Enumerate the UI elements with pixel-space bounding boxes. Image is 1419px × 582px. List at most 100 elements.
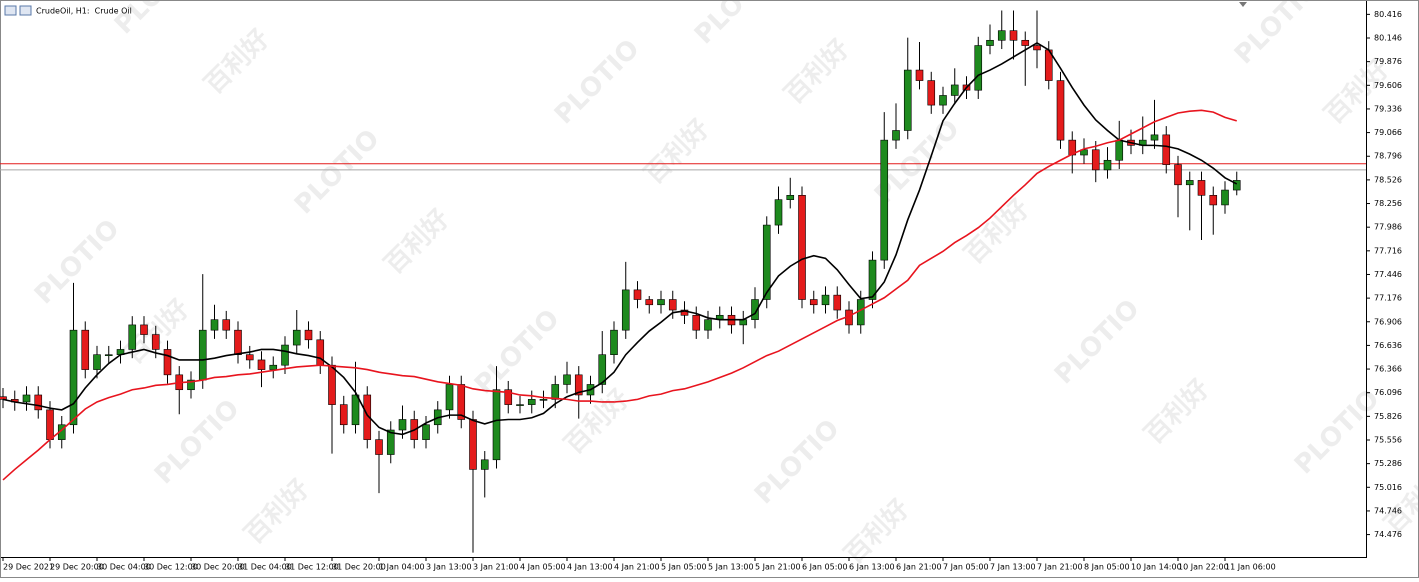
- x-tick-label: 30 Dec 20:00: [191, 563, 245, 572]
- candle-body: [234, 329, 242, 355]
- candle-body: [1221, 189, 1229, 206]
- candle-body: [774, 199, 783, 226]
- candle-body: [680, 309, 689, 316]
- x-tick-label: 29 Dec 2021: [3, 563, 54, 572]
- candle-body: [856, 299, 865, 326]
- candle-body: [1021, 39, 1030, 46]
- candle-body: [1185, 180, 1194, 186]
- candle-body: [304, 329, 313, 341]
- candle-body: [1162, 134, 1171, 165]
- y-tick-label: 77.446: [1374, 270, 1402, 279]
- y-tick-label: 79.876: [1374, 57, 1402, 66]
- candle-body: [457, 384, 466, 420]
- y-tick-label: 78.256: [1374, 199, 1402, 208]
- x-tick-label: 30 Dec 04:00: [97, 563, 151, 572]
- candle-body: [1056, 80, 1065, 141]
- candle-body: [257, 359, 266, 370]
- candle-body: [563, 374, 571, 385]
- y-tick-label: 79.336: [1374, 104, 1402, 113]
- x-tick-label: 10 Jan 22:00: [1178, 563, 1229, 572]
- candle-body: [997, 30, 1006, 41]
- candle-body: [351, 394, 360, 426]
- y-tick-label: 75.016: [1374, 483, 1402, 492]
- y-tick-label: 79.066: [1374, 128, 1402, 137]
- candle-body: [210, 319, 219, 331]
- candle-body: [527, 399, 536, 405]
- candle-body: [46, 409, 54, 440]
- candle-body: [1033, 45, 1041, 51]
- candle-body: [798, 195, 806, 300]
- y-tick-label: 75.286: [1374, 459, 1402, 468]
- x-tick-label: 6 Jan 13:00: [849, 563, 895, 572]
- candle-body: [69, 329, 78, 426]
- candle-body: [151, 334, 160, 350]
- candle-body: [950, 84, 959, 96]
- x-tick-label: 6 Jan 05:00: [802, 563, 848, 572]
- y-tick-label: 79.606: [1374, 81, 1402, 90]
- y-tick-label: 76.096: [1374, 388, 1402, 397]
- x-tick-label: 31 Dec 20:00: [332, 563, 386, 572]
- candle-body: [539, 399, 548, 401]
- candle-body: [187, 379, 195, 391]
- y-tick-label: 77.716: [1374, 246, 1402, 255]
- x-tick-label: 5 Jan 05:00: [661, 563, 707, 572]
- x-tick-label: 1 Jan 04:00: [379, 563, 425, 572]
- candle-body: [974, 45, 983, 91]
- candle-body: [868, 259, 877, 300]
- candle-body: [574, 374, 583, 396]
- moving-average: [2, 41, 1238, 436]
- candle-body: [81, 329, 90, 370]
- candle-body: [809, 299, 818, 306]
- candle-body: [1009, 30, 1018, 41]
- x-tick-label: 4 Jan 05:00: [520, 563, 566, 572]
- x-tick-label: 4 Jan 13:00: [567, 563, 613, 572]
- candle-body: [363, 394, 372, 440]
- x-tick-label: 3 Jan 21:00: [473, 563, 519, 572]
- candle-body: [621, 289, 630, 331]
- candle-body: [880, 139, 889, 261]
- x-tick-label: 11 Jan 06:00: [1225, 563, 1276, 572]
- candle-body: [375, 439, 383, 455]
- y-tick-label: 74.476: [1374, 530, 1402, 539]
- candle-body: [786, 195, 795, 200]
- candle-body: [469, 419, 477, 470]
- candle-body: [316, 339, 325, 366]
- candle-body: [915, 69, 924, 81]
- x-tick-label: 7 Jan 05:00: [943, 563, 989, 572]
- candle-body: [492, 389, 501, 461]
- candle-body: [1115, 139, 1124, 161]
- candle-body: [1103, 159, 1112, 171]
- y-tick-label: 77.986: [1374, 223, 1402, 232]
- candle-body: [692, 314, 701, 331]
- candle-body: [903, 69, 912, 131]
- candle-body: [645, 299, 654, 306]
- icon: [4, 5, 17, 16]
- x-tick-label: 5 Jan 21:00: [755, 563, 801, 572]
- candle-body: [163, 349, 172, 376]
- x-tick-label: 30 Dec 12:00: [144, 563, 198, 572]
- x-tick-label: 3 Jan 13:00: [426, 563, 472, 572]
- candle-body: [1197, 180, 1206, 196]
- candle-body: [281, 344, 289, 366]
- x-tick-label: 31 Dec 04:00: [238, 563, 292, 572]
- shift-marker: [1239, 2, 1247, 7]
- candle-body: [516, 404, 524, 406]
- candle-body: [328, 364, 336, 405]
- candle-body: [1209, 195, 1218, 206]
- y-tick-label: 76.636: [1374, 341, 1402, 350]
- candle-body: [610, 329, 618, 355]
- x-tick-label: 6 Jan 21:00: [896, 563, 942, 572]
- candle-body: [598, 354, 607, 385]
- y-tick-label: 78.796: [1374, 152, 1402, 161]
- candle-body: [1174, 164, 1182, 186]
- candle-body: [504, 389, 513, 405]
- candle-body: [892, 130, 900, 141]
- y-tick-label: 76.906: [1374, 317, 1402, 326]
- candle-body: [269, 364, 278, 370]
- candle-body: [292, 329, 301, 346]
- y-tick-label: 80.416: [1374, 10, 1402, 19]
- candle-body: [128, 324, 137, 350]
- icon: [19, 5, 32, 16]
